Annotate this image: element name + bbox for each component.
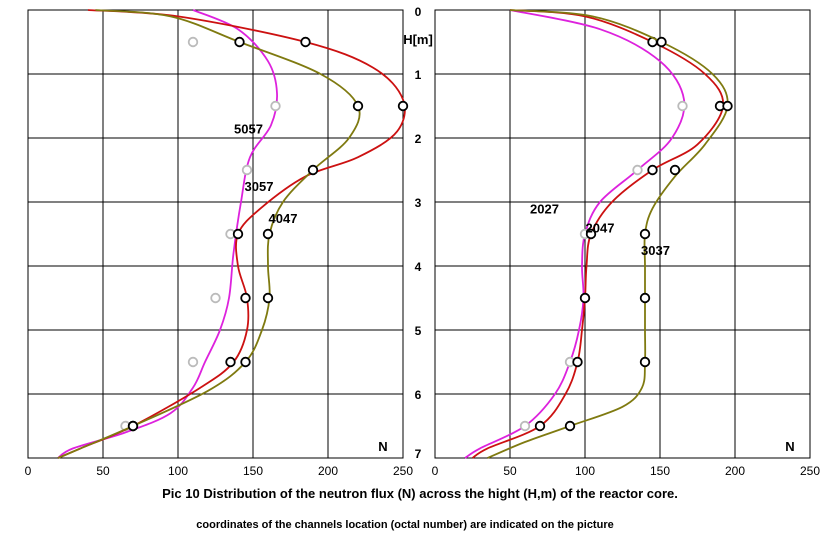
channel-label-3037: 3037	[641, 243, 670, 258]
data-point-5057	[241, 164, 253, 176]
data-point-2027	[677, 100, 688, 112]
x-tick-label: 150	[243, 464, 263, 478]
series-4047	[57, 9, 364, 459]
data-point-5057	[210, 292, 221, 304]
y-tick-label: 4	[415, 260, 422, 274]
left-chart-panel: 0 50 100 150 200 250 N 5057 3057 4047	[25, 9, 414, 478]
y-tick-label: 0	[415, 5, 422, 19]
x-tick-label: 250	[393, 464, 413, 478]
data-point-3057	[232, 228, 244, 240]
y-tick-label: 1	[415, 68, 422, 82]
x-tick-label: 150	[650, 464, 670, 478]
data-point-2047	[647, 164, 658, 176]
x-tick-label: 50	[96, 464, 110, 478]
data-point-4047	[240, 356, 251, 368]
y-tick-label: 7	[415, 447, 422, 461]
right-x-ticks: 0 50 100 150 200 250	[432, 464, 821, 478]
y-tick-label: 2	[415, 132, 422, 146]
data-point-4047	[307, 164, 319, 176]
data-point-3037	[564, 420, 576, 432]
data-point-2047	[579, 292, 591, 304]
data-point-5057	[270, 100, 281, 112]
y-tick-label: 5	[415, 324, 422, 338]
series-line-5057	[57, 9, 278, 459]
y-tick-label: 6	[415, 388, 422, 402]
figure-caption: Pic 10 Distribution of the neutron flux …	[162, 486, 678, 501]
data-point-3057	[240, 292, 251, 304]
data-point-4047	[352, 100, 364, 112]
x-axis-label: N	[785, 439, 794, 454]
data-point-4047	[262, 292, 274, 304]
y-tick-label: 3	[415, 196, 422, 210]
x-tick-label: 200	[725, 464, 745, 478]
series-line-3057	[57, 9, 406, 459]
channel-label-3057: 3057	[245, 179, 274, 194]
right-grid	[435, 10, 810, 458]
series-3037	[487, 9, 733, 459]
x-tick-label: 200	[318, 464, 338, 478]
x-axis-label: N	[378, 439, 387, 454]
series-2027	[464, 9, 688, 459]
channel-label-2047: 2047	[586, 221, 615, 236]
channel-label-4047: 4047	[269, 211, 298, 226]
x-tick-label: 100	[575, 464, 595, 478]
data-point-5057	[187, 356, 199, 368]
data-point-3037	[656, 36, 667, 48]
data-point-3037	[722, 100, 733, 112]
x-tick-label: 0	[432, 464, 439, 478]
data-point-2047	[572, 356, 583, 368]
data-point-3057	[225, 356, 236, 368]
series-line-3037	[487, 9, 729, 459]
data-point-2027	[632, 164, 643, 176]
left-x-ticks: 0 50 100 150 200 250	[25, 464, 414, 478]
right-chart-panel: 0 50 100 150 200 250 N 2027 2047 3037	[432, 9, 821, 478]
x-tick-label: 0	[25, 464, 32, 478]
figure-subcaption: coordinates of the channels location (oc…	[196, 519, 614, 531]
data-point-4047	[262, 228, 274, 240]
channel-label-5057: 5057	[234, 121, 263, 136]
data-point-4047	[127, 420, 139, 432]
data-point-3057	[397, 100, 409, 112]
y-axis-label: H[m]	[403, 32, 433, 47]
data-point-3037	[639, 356, 651, 368]
x-tick-label: 50	[503, 464, 517, 478]
series-2047	[471, 9, 726, 459]
left-plot-frame	[27, 9, 404, 459]
left-grid	[28, 10, 403, 458]
height-axis: H[m] 0 1 2 3 4 5 6 7	[403, 5, 433, 461]
data-point-3037	[669, 164, 681, 176]
data-point-5057	[187, 36, 199, 48]
data-point-2047	[534, 420, 546, 432]
right-plot-frame	[434, 9, 811, 459]
data-point-2047	[585, 228, 597, 240]
x-tick-label: 100	[168, 464, 188, 478]
series-3057	[57, 9, 409, 459]
series-line-2027	[464, 9, 686, 459]
data-point-3037	[639, 228, 651, 240]
data-point-3057	[300, 36, 311, 48]
x-tick-label: 250	[800, 464, 820, 478]
data-point-3037	[639, 292, 651, 304]
data-point-4047	[234, 36, 245, 48]
data-point-2027	[519, 420, 531, 432]
series-5057	[57, 9, 281, 459]
channel-label-2027: 2027	[530, 201, 559, 216]
